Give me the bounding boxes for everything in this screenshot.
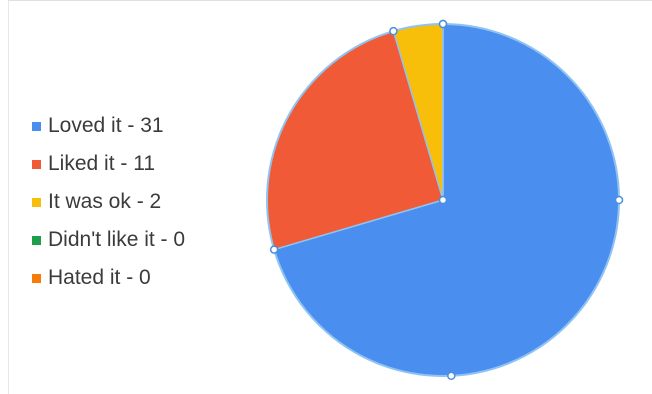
legend-item-liked: Liked it - 11 [32,148,185,180]
frame-edge-top [8,0,652,1]
legend-label: It was ok - 2 [48,190,162,213]
selection-handle[interactable] [389,26,398,36]
selection-handle[interactable] [438,19,448,29]
legend-swatch [32,273,41,283]
legend-swatch [32,197,41,207]
selection-handle[interactable] [614,195,624,205]
legend-swatch [32,159,41,169]
chart-legend: Loved it - 31 Liked it - 11 It was ok - … [32,110,185,294]
legend-label: Liked it - 11 [48,152,155,175]
selection-handle[interactable] [438,195,448,205]
legend-item-didnt-like: Didn't like it - 0 [32,224,185,256]
selection-boundary-line [392,30,444,201]
legend-item-ok: It was ok - 2 [32,186,185,218]
legend-label: Loved it - 31 [48,114,164,137]
frame-edge-left [8,0,9,394]
legend-label: Didn't like it - 0 [48,228,186,251]
legend-label: Hated it - 0 [48,266,151,289]
selection-handle[interactable] [447,371,456,381]
legend-item-hated: Hated it - 0 [32,262,185,294]
legend-swatch [32,235,41,245]
selection-boundary-line [273,199,444,251]
legend-swatch [32,121,41,131]
legend-item-loved: Loved it - 31 [32,110,185,142]
selection-handle[interactable] [269,245,279,254]
